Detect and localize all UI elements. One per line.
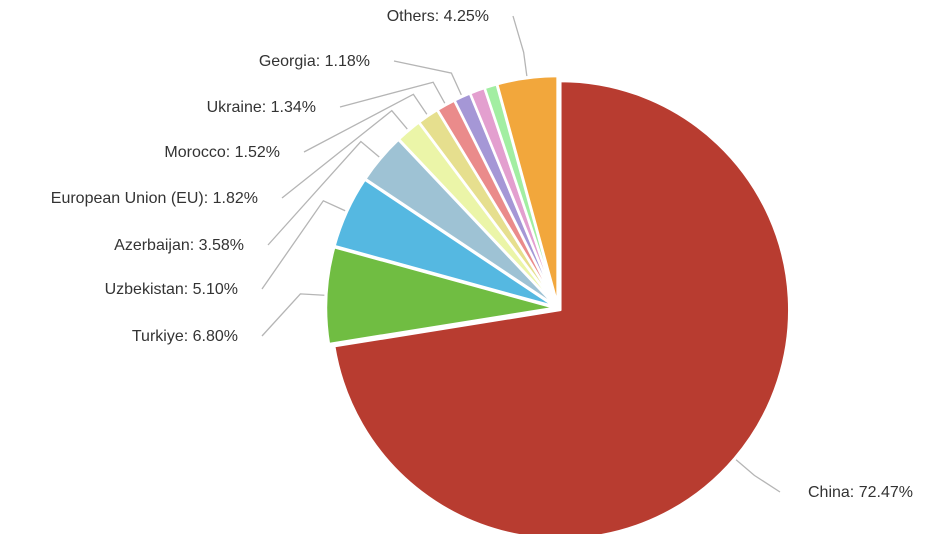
data-labels: China: 72.47% Turkiye: 6.80% Uzbekistan: 5… [51, 8, 913, 501]
leader-line [339, 81, 446, 108]
data-label: Turkiye: 6.80% [132, 328, 238, 345]
leader-line [261, 199, 346, 290]
data-label: Uzbekistan: 5.10% [105, 281, 238, 298]
leader-line [512, 15, 528, 77]
data-label: Azerbaijan: 3.58% [114, 237, 244, 254]
leader-line [261, 293, 325, 337]
leader-lines [261, 15, 781, 493]
pie-slice-china [332, 79, 791, 534]
leader-line [735, 459, 781, 493]
data-label: Others: 4.25% [387, 8, 489, 25]
data-label: European Union (EU): 1.82% [51, 190, 258, 207]
leader-line [303, 93, 428, 153]
pie-slices [324, 74, 791, 534]
data-label: Ukraine: 1.34% [207, 99, 316, 116]
data-label: Morocco: 1.52% [164, 144, 280, 161]
leader-line [281, 109, 408, 199]
data-label: Georgia: 1.18% [259, 53, 370, 70]
pie-slice-others [495, 74, 559, 307]
data-label: China: 72.47% [808, 484, 913, 501]
leader-line [393, 60, 462, 96]
leader-line [267, 140, 380, 246]
